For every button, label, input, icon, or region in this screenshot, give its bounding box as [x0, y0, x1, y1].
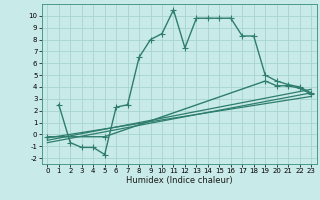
X-axis label: Humidex (Indice chaleur): Humidex (Indice chaleur)	[126, 176, 233, 185]
